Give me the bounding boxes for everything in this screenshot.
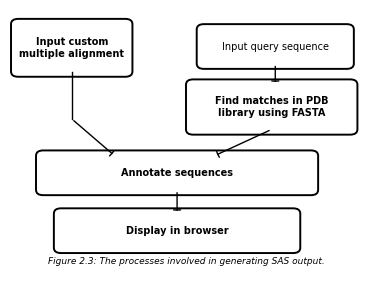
FancyBboxPatch shape bbox=[197, 24, 354, 69]
Text: Find matches in PDB
library using FASTA: Find matches in PDB library using FASTA bbox=[215, 96, 328, 118]
Text: Input query sequence: Input query sequence bbox=[222, 41, 329, 51]
Text: Input custom
multiple alignment: Input custom multiple alignment bbox=[19, 37, 124, 59]
Text: Display in browser: Display in browser bbox=[126, 226, 228, 236]
Text: Figure 2.3: The processes involved in generating SAS output.: Figure 2.3: The processes involved in ge… bbox=[48, 257, 324, 266]
Text: Annotate sequences: Annotate sequences bbox=[121, 168, 233, 178]
FancyBboxPatch shape bbox=[11, 19, 132, 77]
FancyBboxPatch shape bbox=[186, 80, 357, 135]
FancyBboxPatch shape bbox=[36, 150, 318, 195]
FancyBboxPatch shape bbox=[54, 208, 300, 253]
